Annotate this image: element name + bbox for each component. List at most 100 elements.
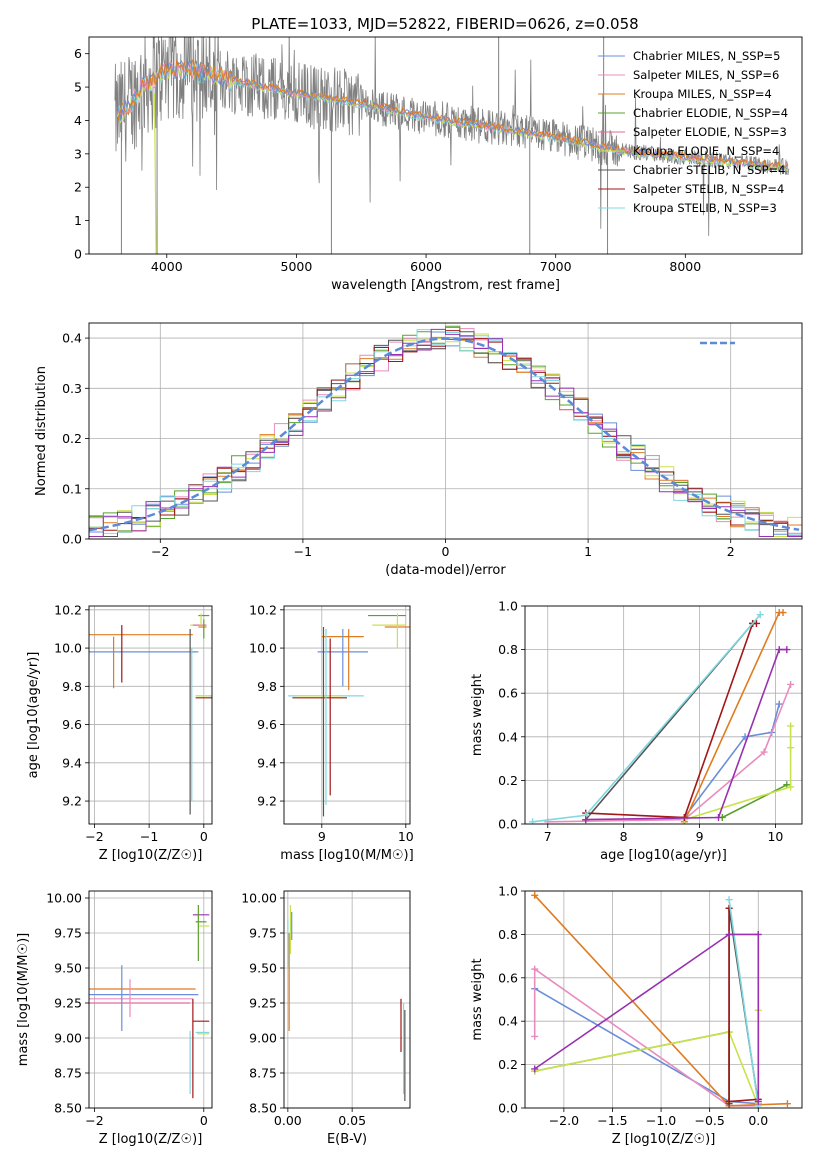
y-tick-label: 8.75 <box>249 1066 277 1081</box>
y-tick-label: 10.0 <box>249 641 277 656</box>
axes-frame <box>283 605 411 825</box>
x-axis-label: (data-model)/error <box>385 563 506 578</box>
y-tick-label: 0.4 <box>498 729 518 744</box>
x-axis-label: E(B-V) <box>327 1132 367 1147</box>
x-tick-label: 8 <box>620 829 628 844</box>
legend-label: Salpeter STELIB, N_SSP=4 <box>633 182 784 196</box>
y-tick-label: 10.2 <box>249 602 277 617</box>
y-tick-label: 9.8 <box>62 679 82 694</box>
weight-marker <box>725 1097 733 1105</box>
axes-frame <box>88 322 803 540</box>
y-tick-label: 0.8 <box>498 642 518 657</box>
x-tick-label: 10 <box>398 829 414 844</box>
y-tick-label: 9.50 <box>249 961 277 976</box>
y-tick-label: 8.50 <box>54 1101 82 1116</box>
legend-label: Chabrier MILES, N_SSP=5 <box>633 49 780 63</box>
legend-label: Kroupa MILES, N_SSP=4 <box>633 87 772 101</box>
y-tick-label: 8.75 <box>54 1066 82 1081</box>
y-tick-label: 9.50 <box>54 961 82 976</box>
x-tick-label: −1 <box>294 544 312 559</box>
x-tick-label: −2 <box>85 829 103 844</box>
x-tick-label: 9 <box>318 829 326 844</box>
y-axis-label: age [log10(age/yr)] <box>26 652 41 779</box>
x-tick-label: 10 <box>767 829 783 844</box>
y-tick-label: 9.75 <box>54 926 82 941</box>
panel-mass-vs-Z <box>85 890 213 1112</box>
x-tick-label: −0.5 <box>694 1113 724 1128</box>
y-tick-label: 0.0 <box>498 817 518 832</box>
model-spectrum-line <box>117 59 789 170</box>
x-axis-label: wavelength [Angstrom, rest frame] <box>331 278 560 293</box>
x-tick-label: −1 <box>140 829 158 844</box>
x-tick-label: 7000 <box>540 259 572 274</box>
y-tick-label: 0.6 <box>498 686 518 701</box>
x-tick-label: −2 <box>151 544 169 559</box>
weight-line <box>683 703 780 818</box>
chart-title: PLATE=1033, MJD=52822, FIBERID=0626, z=0… <box>251 15 638 33</box>
y-tick-label: 0 <box>74 247 82 262</box>
weight-marker <box>783 1100 791 1108</box>
y-tick-label: 0.2 <box>62 431 82 446</box>
y-tick-label: 9.75 <box>249 926 277 941</box>
x-axis-label: Z [log10(Z/Z☉)] <box>99 848 203 863</box>
x-axis-label: mass [log10(M/M☉)] <box>280 848 413 863</box>
panel-age-vs-mass <box>280 605 411 828</box>
weight-marker <box>787 783 795 791</box>
y-tick-label: 10.2 <box>54 602 82 617</box>
y-axis-label: mass weight <box>470 674 485 756</box>
y-tick-label: 10.0 <box>54 641 82 656</box>
y-tick-label: 1.0 <box>498 884 518 899</box>
legend-label: Kroupa STELIB, N_SSP=3 <box>633 201 777 215</box>
legend-label: Salpeter MILES, N_SSP=6 <box>633 68 779 82</box>
y-tick-label: 0.8 <box>498 927 518 942</box>
weight-marker <box>775 646 783 654</box>
y-tick-label: 0.2 <box>498 1057 518 1072</box>
weight-marker <box>754 930 762 938</box>
y-tick-label: 8.50 <box>249 1101 277 1116</box>
weight-marker <box>787 722 795 730</box>
x-tick-label: 5000 <box>281 259 313 274</box>
y-tick-label: 9.25 <box>54 996 82 1011</box>
panel-residuals <box>85 322 803 543</box>
model-spectrum-line <box>117 63 789 172</box>
residual-histogram <box>89 328 802 537</box>
y-tick-label: 4 <box>74 113 82 128</box>
weight-marker <box>787 744 795 752</box>
weight-marker <box>787 680 795 688</box>
x-tick-label: 1 <box>584 544 592 559</box>
y-tick-label: 9.4 <box>62 755 82 770</box>
y-tick-label: 9.2 <box>62 794 82 809</box>
axes-frame <box>88 605 213 825</box>
axes-frame <box>283 890 411 1109</box>
y-tick-label: 3 <box>74 146 82 161</box>
x-tick-label: −2 <box>85 1113 103 1128</box>
model-spectrum-line <box>117 59 789 171</box>
weight-marker <box>531 891 539 899</box>
y-tick-label: 9.00 <box>54 1031 82 1046</box>
weight-line <box>585 648 787 821</box>
weight-marker <box>725 896 733 904</box>
weight-marker <box>752 619 760 627</box>
legend-label: Chabrier STELIB, N_SSP=4 <box>633 163 785 177</box>
x-axis-label: Z [log10(Z/Z☉)] <box>99 1132 203 1147</box>
y-tick-label: 9.6 <box>62 717 82 732</box>
y-tick-label: 9.00 <box>249 1031 277 1046</box>
observed-spectrum <box>114 37 790 236</box>
y-tick-label: 0.1 <box>62 481 82 496</box>
y-axis-label: mass weight <box>470 958 485 1040</box>
y-tick-label: 5 <box>74 80 82 95</box>
weight-marker <box>779 609 787 617</box>
weight-marker <box>715 813 723 821</box>
weight-marker <box>775 700 783 708</box>
y-tick-label: 10.00 <box>46 891 82 906</box>
axes-frame <box>88 890 213 1109</box>
weight-marker <box>725 930 733 938</box>
x-tick-label: 7 <box>544 829 552 844</box>
legend-label: Kroupa ELODIE, N_SSP=4 <box>633 144 779 158</box>
panel-age-vs-Z <box>85 605 213 828</box>
y-tick-label: 1.0 <box>498 599 518 614</box>
y-tick-label: 9.4 <box>257 755 277 770</box>
panel-weight-vs-Z <box>521 890 803 1112</box>
weight-line <box>533 967 759 1107</box>
